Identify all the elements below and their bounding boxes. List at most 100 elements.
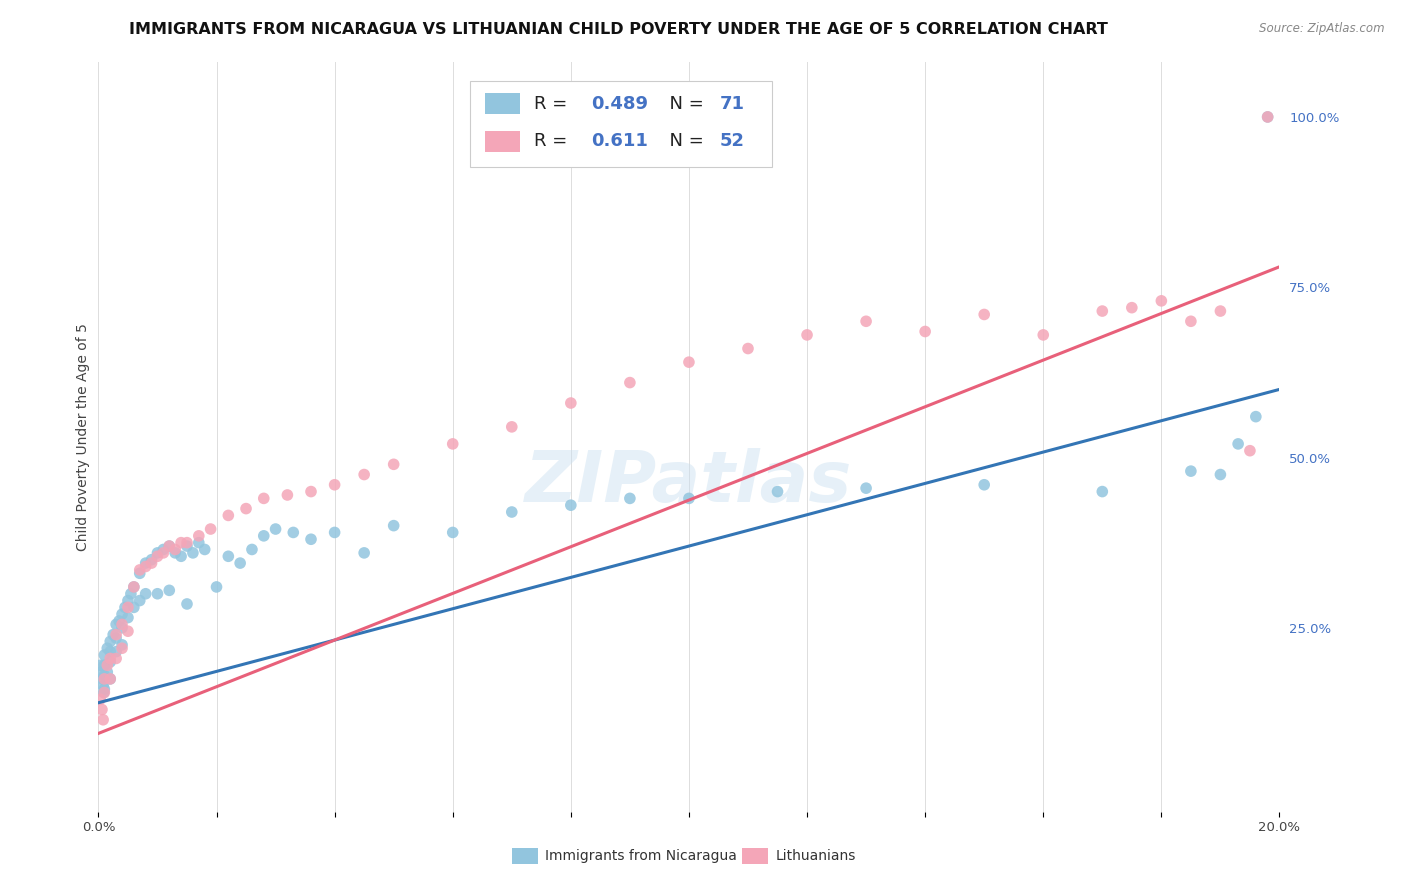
Point: [96, 658, 118, 673]
Point: [111, 621, 134, 635]
Point: [105, 627, 128, 641]
Point: [1150, 293, 1173, 308]
Point: [146, 549, 169, 564]
Point: [619, 376, 641, 390]
Point: [152, 546, 174, 560]
Text: R =: R =: [534, 95, 574, 112]
Point: [120, 587, 142, 601]
Point: [96, 665, 118, 679]
Point: [108, 614, 131, 628]
Point: [253, 529, 276, 543]
Point: [1180, 314, 1202, 328]
Point: [89, 692, 111, 706]
Text: Immigrants from Nicaragua: Immigrants from Nicaragua: [546, 849, 737, 863]
Point: [382, 518, 405, 533]
Point: [117, 593, 139, 607]
Point: [187, 535, 209, 549]
Point: [382, 458, 405, 472]
Point: [93, 682, 115, 697]
Point: [1257, 110, 1279, 124]
Point: [93, 685, 115, 699]
Point: [323, 477, 346, 491]
Point: [299, 533, 322, 547]
Point: [353, 546, 375, 560]
Point: [117, 624, 139, 639]
Point: [170, 535, 193, 549]
Point: [141, 556, 163, 570]
Point: [105, 631, 128, 645]
Point: [111, 641, 134, 656]
Text: ZIPatlas: ZIPatlas: [526, 448, 852, 516]
Point: [1209, 304, 1232, 318]
Point: [187, 529, 209, 543]
Point: [114, 600, 136, 615]
Point: [240, 542, 263, 557]
Point: [93, 668, 115, 682]
Text: Lithuanians: Lithuanians: [775, 849, 855, 863]
Point: [1257, 110, 1279, 124]
Point: [1121, 301, 1143, 315]
Point: [111, 607, 134, 622]
Y-axis label: Child Poverty Under the Age of 5: Child Poverty Under the Age of 5: [76, 323, 90, 551]
Point: [914, 325, 936, 339]
Point: [98, 634, 121, 648]
Point: [122, 580, 145, 594]
Point: [111, 617, 134, 632]
Point: [128, 563, 150, 577]
Point: [152, 542, 174, 557]
Point: [117, 600, 139, 615]
Point: [157, 539, 180, 553]
Point: [111, 638, 134, 652]
Point: [194, 542, 217, 557]
Point: [135, 587, 157, 601]
Text: R =: R =: [534, 132, 579, 150]
Point: [91, 702, 114, 716]
Text: IMMIGRANTS FROM NICARAGUA VS LITHUANIAN CHILD POVERTY UNDER THE AGE OF 5 CORRELA: IMMIGRANTS FROM NICARAGUA VS LITHUANIAN …: [129, 22, 1108, 37]
Point: [90, 665, 112, 679]
Point: [973, 308, 995, 322]
Point: [205, 580, 228, 594]
Point: [135, 556, 157, 570]
Point: [619, 491, 641, 506]
Point: [200, 522, 222, 536]
Point: [276, 488, 298, 502]
Point: [1227, 437, 1250, 451]
Point: [855, 481, 877, 495]
Point: [128, 566, 150, 581]
Point: [796, 327, 818, 342]
Point: [91, 713, 114, 727]
Point: [93, 672, 115, 686]
Text: 0.611: 0.611: [591, 132, 648, 150]
Point: [560, 396, 582, 410]
Point: [89, 658, 111, 673]
Point: [253, 491, 276, 506]
Point: [217, 508, 239, 523]
Text: N =: N =: [658, 95, 710, 112]
Point: [105, 645, 128, 659]
Point: [299, 484, 322, 499]
Point: [122, 580, 145, 594]
Text: 52: 52: [720, 132, 745, 150]
Point: [141, 552, 163, 566]
Point: [105, 651, 128, 665]
Point: [93, 658, 115, 673]
Text: 71: 71: [720, 95, 745, 112]
Point: [501, 505, 523, 519]
Point: [96, 641, 118, 656]
Point: [98, 672, 121, 686]
Point: [1091, 484, 1114, 499]
Point: [103, 627, 125, 641]
Point: [98, 645, 121, 659]
Point: [176, 539, 198, 553]
Point: [181, 546, 204, 560]
Point: [122, 600, 145, 615]
Point: [678, 355, 700, 369]
Text: N =: N =: [658, 132, 710, 150]
Point: [157, 539, 180, 553]
Point: [91, 672, 114, 686]
Point: [766, 484, 789, 499]
Point: [146, 587, 169, 601]
Point: [323, 525, 346, 540]
Point: [441, 437, 464, 451]
Point: [93, 648, 115, 662]
